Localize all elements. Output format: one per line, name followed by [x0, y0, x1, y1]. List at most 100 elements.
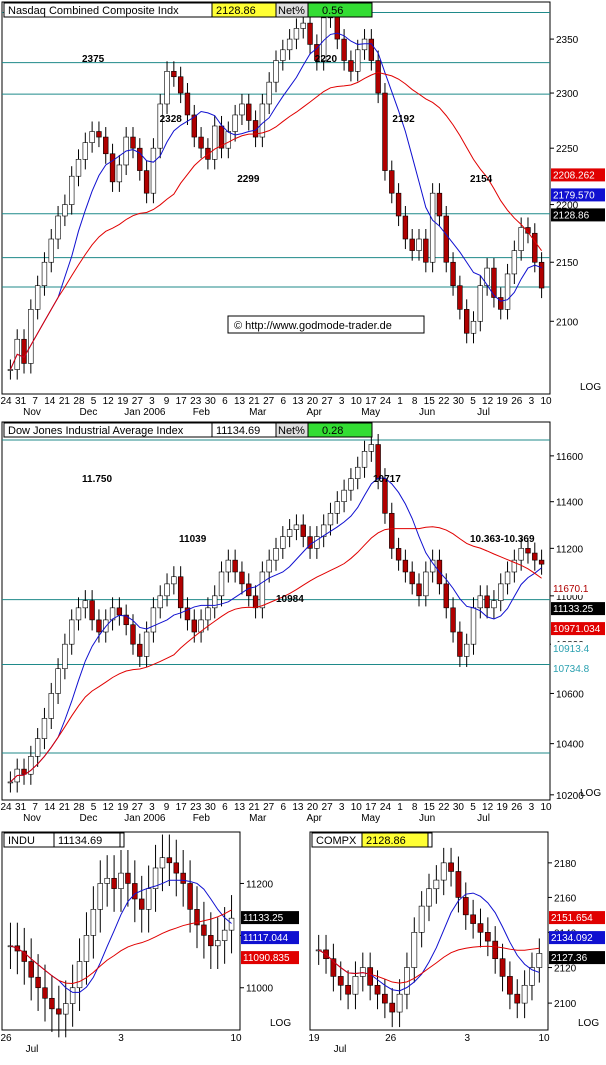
panel2-x-tick-label: 6 [222, 802, 228, 813]
panel2-candle [205, 607, 211, 621]
panel4-x-tick-label: 10 [538, 1033, 550, 1044]
panel2-candle [355, 466, 361, 479]
panel2-x-tick-label: 8 [412, 802, 418, 813]
panel2-x-tick-label: 23 [190, 802, 202, 813]
panel1-candle [21, 338, 27, 364]
panel2-candle [116, 607, 123, 616]
panel1-candle [205, 147, 211, 160]
panel1-candle [280, 49, 286, 61]
panel1-x-tick-label: 10 [540, 396, 552, 407]
panel1-candle [300, 22, 306, 29]
panel1-candle [470, 320, 477, 334]
panel1-x-tick-label: 3 [339, 396, 345, 407]
panel4-y-tick-label: 2100 [554, 999, 577, 1010]
panel2-x-tick-label: 28 [73, 802, 85, 813]
panel3-candle [159, 857, 166, 869]
panel2-candle [443, 583, 449, 609]
panel4-x-tick-label: 26 [385, 1033, 397, 1044]
panel3-candle [215, 940, 221, 947]
panel2-change-label: Net% [278, 425, 305, 437]
panel1-x-tick-label: 3 [529, 396, 535, 407]
panel1-price-badge [551, 188, 605, 202]
panel1-candle [320, 17, 327, 61]
panel4-candle [426, 888, 432, 907]
panel1-candle [89, 131, 95, 143]
panel1-annotation: 2154 [470, 174, 493, 185]
panel2-x-tick-label: 13 [292, 802, 304, 813]
panel1-price-badge-label: 2179.570 [553, 190, 595, 201]
panel1-candle [28, 309, 34, 364]
panel2-month-label: May [361, 813, 380, 824]
panel1-candle [157, 103, 163, 149]
panel1-candle [293, 28, 300, 40]
panel1-candle [137, 147, 143, 171]
panel2-x-tick-label: 26 [511, 802, 523, 813]
panel1-month-label: Feb [193, 407, 211, 418]
panel1-annotation: 2328 [160, 114, 183, 125]
panel1-candle [212, 125, 218, 160]
panel1-y-tick-label: 2250 [556, 144, 579, 155]
panel2-candle [239, 571, 245, 585]
panel3-last-value-box [53, 832, 121, 848]
panel2-month-label: Mar [249, 813, 267, 824]
panel2-candle [498, 583, 504, 601]
panel2-candle [491, 600, 497, 609]
panel1-candle [41, 261, 48, 286]
panel2-candle [177, 576, 184, 609]
panel2-x-tick-label: 3 [339, 802, 345, 813]
panel2-candle [314, 536, 320, 549]
panel1-candle [341, 38, 347, 61]
panel2-x-tick-label: 31 [15, 802, 27, 813]
panel2-candle [457, 631, 463, 657]
panel1-candle [273, 60, 279, 83]
panel2-month-label: Jul [477, 813, 490, 824]
panel2-candle [341, 489, 347, 502]
panel1-x-tick-label: 9 [164, 396, 170, 407]
panel1-candle [389, 170, 395, 194]
panel2-candle [130, 624, 136, 645]
panel3-price-badge-label: 11090.835 [243, 953, 290, 964]
panel2-y-tick-label: 11200 [556, 544, 584, 555]
panel1-candle [409, 238, 415, 251]
panel2-price-badge-label: 11670.1 [553, 584, 589, 595]
panel3-candle [180, 872, 186, 884]
panel3-x-tick-label: 26 [0, 1033, 12, 1044]
panel2-candle [368, 444, 375, 452]
panel1-x-tick-label: 8 [412, 396, 418, 407]
panel1-candle [504, 273, 511, 310]
panel4-candle [396, 993, 403, 1013]
panel3-candle [104, 877, 110, 884]
panel2-candle [225, 559, 232, 573]
panel1-x-tick-label: 7 [32, 396, 38, 407]
panel3-candle [152, 867, 159, 889]
panel3-candle [42, 987, 48, 999]
panel1-change-label: Net% [278, 5, 305, 17]
watermark-box [227, 315, 425, 334]
panel1-ma-short-line [9, 32, 542, 370]
panel2-candle [395, 548, 402, 561]
panel1-candle [184, 92, 191, 116]
panel2-last-value: 11134.69 [216, 425, 260, 437]
panel4-candle [433, 879, 440, 890]
panel2-ma-long-line [10, 526, 542, 783]
panel3-x-tick-label: 3 [118, 1033, 124, 1044]
panel2-candle [409, 571, 415, 585]
panel4-candle [462, 897, 469, 916]
panel2-x-tick-label: 27 [322, 802, 334, 813]
panel3-candle [118, 872, 124, 889]
panel1-month-label: Mar [249, 407, 267, 418]
panel2-x-tick-label: 21 [59, 802, 71, 813]
panel4-candle [477, 923, 484, 933]
panel2-candle [75, 607, 82, 621]
panel3-candle [228, 917, 235, 931]
panel2-change-value: 0.28 [322, 425, 343, 437]
panel1-candle [225, 131, 232, 149]
panel1-candle [177, 76, 184, 94]
panel2-ma-short-line [10, 477, 542, 783]
panel1-candle [532, 232, 538, 263]
panel2-candle [184, 607, 191, 621]
panel4-candle [448, 862, 454, 872]
panel2-x-tick-label: 24 [0, 802, 12, 813]
panel3-candle [208, 935, 214, 947]
panel2-candle [273, 548, 279, 561]
